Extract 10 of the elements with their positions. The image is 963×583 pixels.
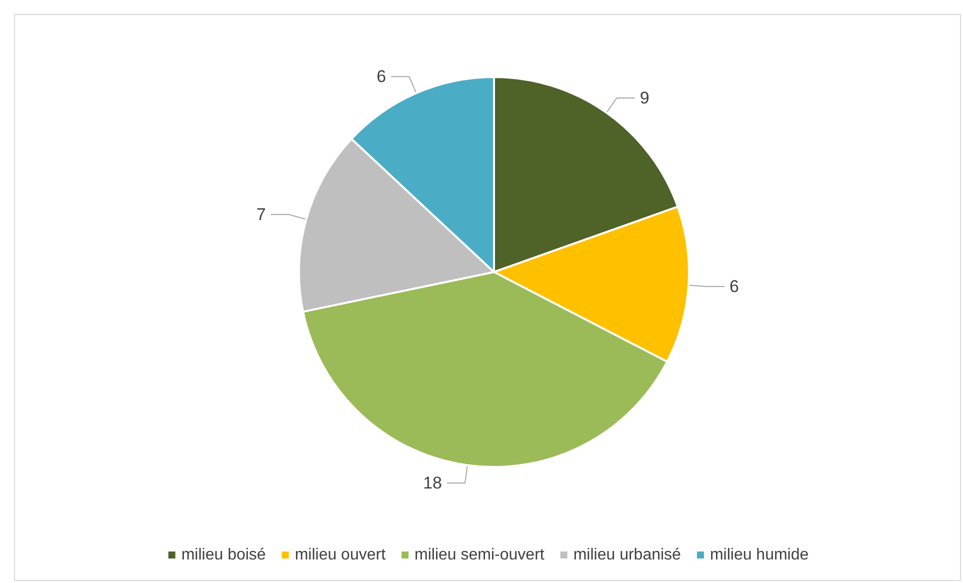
legend-label: milieu boisé: [181, 546, 266, 564]
data-label: 6: [376, 67, 386, 86]
legend-label: milieu semi-ouvert: [414, 546, 545, 564]
legend-label: milieu urbanisé: [573, 546, 682, 564]
data-label: 6: [730, 277, 739, 296]
data-label: 7: [256, 205, 266, 224]
data-label: 9: [640, 88, 650, 108]
legend-label: milieu humide: [710, 546, 809, 564]
data-label: 18: [423, 474, 442, 493]
legend-label: milieu ouvert: [294, 546, 386, 564]
